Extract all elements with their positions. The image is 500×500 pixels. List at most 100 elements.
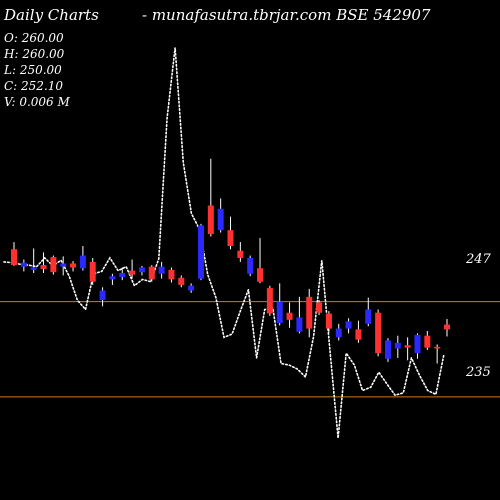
candle <box>99 287 106 307</box>
candles <box>11 158 450 364</box>
level-lines <box>0 301 500 398</box>
candle-body <box>99 290 106 300</box>
candle-body <box>109 276 116 280</box>
candle-body <box>365 309 372 324</box>
candle <box>217 198 224 233</box>
candle <box>316 300 323 316</box>
candle <box>237 242 244 262</box>
candle <box>325 311 332 333</box>
candle-body <box>30 267 37 270</box>
candle-body <box>50 257 57 273</box>
candle <box>20 259 27 272</box>
candle-body <box>296 317 303 332</box>
candle <box>89 257 96 285</box>
candle-body <box>60 263 67 267</box>
candle <box>79 246 86 271</box>
ohlc-close: C: 252.10 <box>4 79 64 93</box>
candle-body <box>188 285 195 291</box>
candle-body <box>286 312 293 320</box>
candle-body <box>266 288 273 314</box>
candle <box>178 275 185 288</box>
candle-body <box>335 328 342 338</box>
candle-body <box>129 270 136 275</box>
candle-body <box>227 230 234 247</box>
candle-body <box>237 250 244 258</box>
candle <box>345 318 352 334</box>
candle-body <box>257 268 264 282</box>
overlay-line <box>3 47 445 439</box>
level-label-235: 235 <box>466 365 491 380</box>
candle-body <box>424 335 431 348</box>
candle-body <box>375 312 382 354</box>
candle-body <box>158 266 165 274</box>
ohlc-low: L: 250.00 <box>4 63 62 77</box>
candle-body <box>355 329 362 340</box>
chart-source: - munafasutra.tbrjar.com BSE 542907 <box>142 6 431 24</box>
candle-body <box>306 296 313 329</box>
candle-body <box>168 269 175 280</box>
candle <box>306 288 313 338</box>
candle <box>434 344 441 364</box>
candle <box>286 302 293 328</box>
candle-body <box>345 321 352 329</box>
candle <box>60 256 67 276</box>
candle-body <box>70 263 77 268</box>
candle <box>404 337 411 361</box>
candle-body <box>414 334 421 354</box>
ohlc-open: O: 260.00 <box>4 31 64 45</box>
candle-body <box>394 342 401 349</box>
candle <box>138 265 145 276</box>
candle <box>375 309 382 357</box>
candle-body <box>325 313 332 329</box>
candle <box>444 319 450 337</box>
candle-body <box>20 262 27 267</box>
candle <box>50 255 57 275</box>
candle <box>119 267 126 281</box>
candle <box>11 242 17 266</box>
chart-title: Daily Charts <box>4 6 99 24</box>
candle-body <box>79 255 86 269</box>
candle-body <box>138 267 145 273</box>
candle <box>207 158 214 237</box>
candle-body <box>217 208 224 231</box>
candle-body <box>247 257 254 274</box>
candle <box>197 223 204 281</box>
candle-body <box>148 266 155 280</box>
candle-body <box>404 345 411 348</box>
candle-body <box>444 324 450 330</box>
overlay-series <box>3 47 445 439</box>
candle <box>40 252 47 274</box>
candle <box>148 265 155 282</box>
candle-body <box>40 265 47 270</box>
candle <box>266 285 273 316</box>
ohlc-high: H: 260.00 <box>4 47 65 61</box>
candle <box>129 259 136 279</box>
candle <box>384 338 391 362</box>
candle <box>365 297 372 327</box>
candle <box>276 283 283 326</box>
candle-body <box>384 340 391 359</box>
candle <box>227 216 234 250</box>
candle-body <box>197 225 204 279</box>
candle-body <box>207 205 214 235</box>
candle <box>355 320 362 343</box>
candle <box>109 273 116 285</box>
candle <box>158 261 165 279</box>
candle <box>424 330 431 350</box>
candle <box>168 267 175 283</box>
candle <box>296 296 303 334</box>
level-label-247: 247 <box>466 252 491 267</box>
candle <box>247 255 254 277</box>
candle-body <box>89 261 96 282</box>
candle <box>335 323 342 341</box>
candle <box>70 261 77 272</box>
candle-body <box>434 346 441 349</box>
candle <box>30 248 37 274</box>
candle-body <box>11 249 17 266</box>
ohlc-volume: V: 0.006 M <box>4 95 70 109</box>
candle <box>257 238 264 284</box>
candle-body <box>119 273 126 277</box>
candle-body <box>316 302 323 313</box>
